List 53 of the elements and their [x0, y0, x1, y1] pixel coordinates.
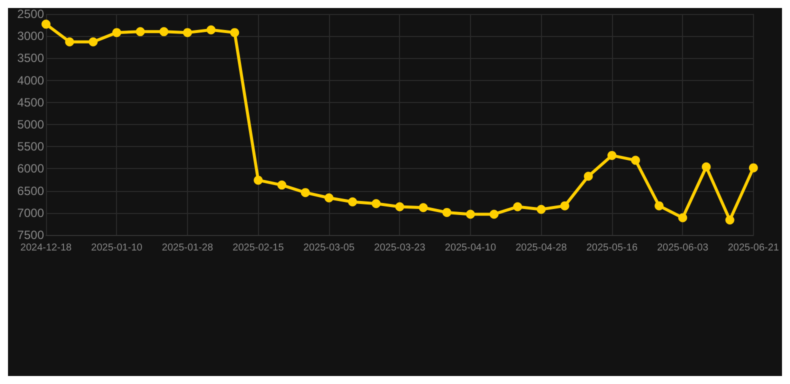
- point: [725, 215, 734, 224]
- x-tick-label: 2025-03-23: [374, 242, 426, 254]
- point: [42, 20, 50, 29]
- point: [372, 199, 381, 208]
- point: [513, 202, 522, 212]
- y-tick-label: 3500: [17, 51, 44, 66]
- x-tick-label: 2025-03-05: [303, 242, 355, 254]
- y-tick-label: 5500: [17, 140, 44, 154]
- point: [348, 197, 358, 206]
- point: [702, 162, 711, 172]
- x-tick-label: 2025-05-16: [586, 242, 638, 254]
- point: [466, 210, 475, 219]
- point: [277, 180, 286, 190]
- point: [88, 37, 98, 46]
- point: [182, 28, 192, 38]
- y-tick-label: 5000: [17, 118, 44, 132]
- point: [678, 213, 688, 222]
- point: [607, 150, 616, 160]
- point: [159, 27, 168, 36]
- point: [490, 210, 499, 219]
- x-tick-label: 2025-01-28: [162, 242, 214, 254]
- point: [631, 156, 640, 165]
- point: [654, 201, 664, 210]
- x-tick-label: 2025-04-10: [444, 242, 496, 254]
- point: [112, 28, 122, 38]
- point: [230, 28, 240, 38]
- y-tick-label: 4500: [17, 95, 44, 110]
- y-tick-label: 7500: [17, 228, 44, 242]
- point: [206, 25, 216, 34]
- x-tick-label: 2025-01-10: [91, 242, 143, 254]
- point: [748, 163, 758, 172]
- y-tick-label: 4000: [17, 73, 44, 88]
- y-tick-label: 6000: [17, 162, 44, 176]
- point: [395, 202, 404, 212]
- y-tick-label: 6500: [17, 184, 44, 198]
- y-tick-label: 7000: [17, 206, 44, 220]
- point: [584, 172, 593, 181]
- y-tick-label: 3000: [17, 29, 44, 44]
- point: [418, 203, 428, 212]
- point: [300, 188, 310, 198]
- point: [442, 208, 452, 217]
- point: [560, 201, 570, 210]
- x-tick-label: 2025-02-15: [232, 242, 284, 254]
- x-tick-label: 2025-06-21: [728, 242, 780, 254]
- point: [324, 193, 334, 202]
- x-tick-label: 2025-04-28: [516, 242, 568, 254]
- x-tick-label: 2024-12-18: [20, 242, 72, 254]
- y-tick-label: 2500: [17, 7, 44, 21]
- point: [65, 37, 74, 46]
- point: [254, 176, 263, 185]
- point: [136, 27, 145, 36]
- point: [536, 204, 546, 214]
- x-tick-label: 2025-06-03: [657, 242, 709, 254]
